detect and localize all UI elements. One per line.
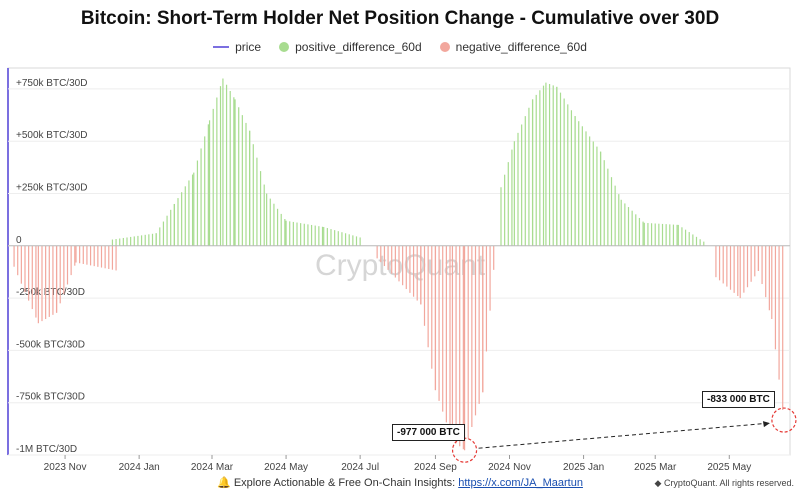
x-tick-label: 2025 Mar	[634, 462, 677, 473]
footer-link[interactable]: https://x.com/JA_Maartun	[458, 477, 583, 489]
annotation-label-2: -833 000 BTC	[702, 391, 775, 408]
positive-swatch	[279, 42, 290, 52]
legend-item-positive[interactable]: positive_difference_60d	[279, 40, 422, 54]
cryptoquant-logo-icon: ◆	[654, 478, 662, 488]
arrow-head	[762, 421, 770, 428]
copyright-text: CryptoQuant. All rights reserved.	[663, 478, 794, 488]
chart-title: Bitcoin: Short-Term Holder Net Position …	[80, 8, 720, 29]
footer: 🔔 Explore Actionable & Free On-Chain Ins…	[0, 476, 800, 489]
x-tick-label: 2025 May	[707, 462, 751, 473]
annotation-circle	[771, 407, 797, 433]
y-tick-label: +750k BTC/30D	[16, 78, 87, 89]
legend: price positive_difference_60d negative_d…	[0, 40, 800, 54]
legend-label-price: price	[235, 40, 262, 54]
y-tick-label: -500k BTC/30D	[16, 339, 85, 350]
legend-item-price[interactable]: price	[213, 40, 261, 54]
x-tick-label: 2024 Jul	[341, 462, 379, 473]
x-tick-label: 2024 Mar	[191, 462, 234, 473]
x-tick-label: 2024 Jan	[119, 462, 160, 473]
footer-text: Explore Actionable & Free On-Chain Insig…	[233, 477, 456, 489]
y-tick-label: -250k BTC/30D	[16, 287, 85, 298]
legend-item-negative[interactable]: negative_difference_60d	[439, 40, 587, 54]
y-tick-label: 0	[16, 235, 22, 246]
y-tick-label: -1M BTC/30D	[16, 444, 77, 455]
price-swatch	[213, 46, 230, 48]
y-tick-label: -750k BTC/30D	[16, 392, 85, 403]
x-tick-label: 2024 Nov	[488, 462, 531, 473]
x-tick-label: 2025 Jan	[563, 462, 604, 473]
y-tick-label: +250k BTC/30D	[16, 183, 87, 194]
watermark: CryptoQuant	[315, 249, 486, 282]
negative-swatch	[439, 42, 450, 52]
annotation-label-1: -977 000 BTC	[392, 424, 465, 441]
x-tick-label: 2024 Sep	[414, 462, 457, 473]
legend-label-positive: positive_difference_60d	[295, 40, 422, 54]
x-tick-label: 2023 Nov	[44, 462, 87, 473]
annotation-arrow	[478, 422, 770, 449]
legend-label-negative: negative_difference_60d	[455, 40, 587, 54]
x-tick-label: 2024 May	[264, 462, 308, 473]
bell-icon: 🔔	[217, 477, 231, 489]
y-tick-label: +500k BTC/30D	[16, 130, 87, 141]
copyright: ◆ CryptoQuant. All rights reserved.	[655, 478, 795, 489]
